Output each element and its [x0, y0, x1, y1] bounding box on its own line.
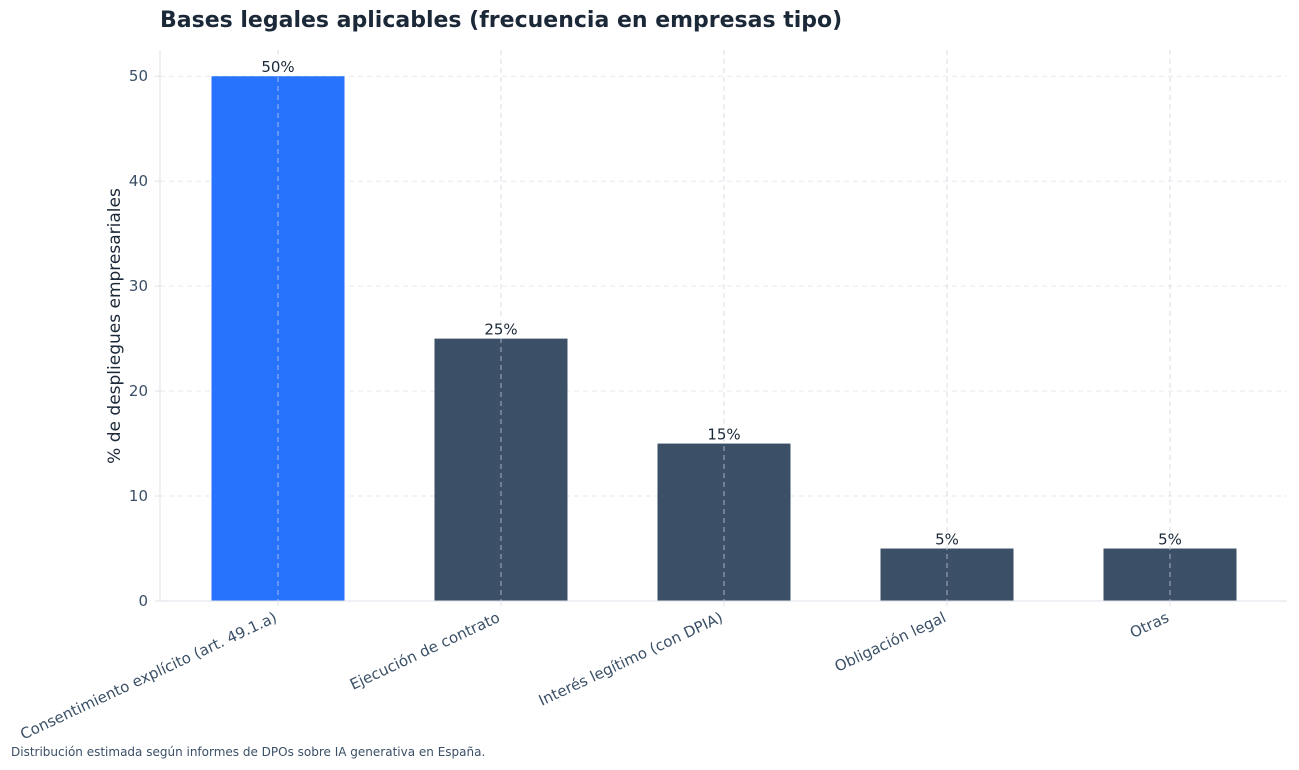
y-tick-label: 0 — [138, 592, 148, 610]
label-layer: 0 10 20 30 40 50 Consentimiento explícito (art… — [18, 58, 1182, 743]
y-tick-label: 30 — [129, 277, 148, 295]
y-tick-label: 50 — [129, 67, 148, 85]
x-tick-label: Interés legítimo (con DPIA) — [536, 608, 726, 709]
grid-layer — [160, 75, 1287, 497]
x-tick-label: Obligación legal — [832, 608, 949, 675]
bar-value-label: 25% — [484, 321, 517, 339]
footnote: Distribución estimada según informes de … — [11, 745, 486, 759]
y-axis-title: % de despliegues empresariales — [105, 188, 125, 464]
x-tick-label: Consentimiento explícito (art. 49.1.a) — [18, 608, 280, 743]
bar-value-label: 5% — [1158, 531, 1182, 549]
y-tick-label: 20 — [129, 382, 148, 400]
y-tick-label: 10 — [129, 487, 148, 505]
chart-title: Bases legales aplicables (frecuencia en … — [160, 8, 843, 33]
axis-layer — [155, 50, 1287, 606]
bar-value-label: 50% — [261, 58, 294, 76]
bar-value-label: 5% — [935, 531, 959, 549]
y-tick-label: 40 — [129, 172, 148, 190]
x-tick-label: Otras — [1127, 608, 1172, 642]
x-tick-label: Ejecución de contrato — [347, 608, 503, 693]
vertical-grid-layer — [277, 50, 1171, 601]
bar-value-label: 15% — [707, 426, 740, 444]
